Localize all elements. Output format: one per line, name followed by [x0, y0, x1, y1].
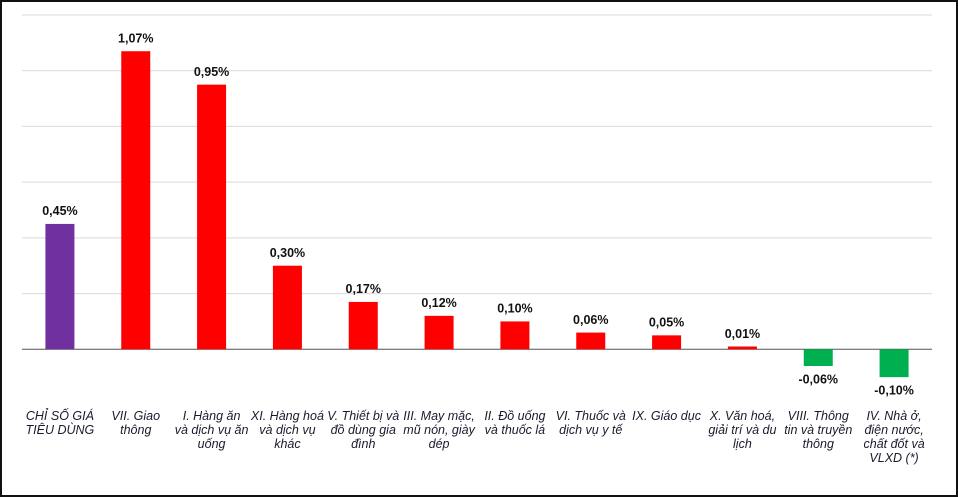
data-label: 0,95%	[194, 65, 229, 79]
x-tick-label: IX. Giáo dục	[632, 409, 701, 423]
data-label: 0,06%	[573, 313, 608, 327]
x-tick-label: VIII. Thông tin và truyền thông	[784, 409, 853, 451]
x-tick-label: VII. Giao thông	[111, 409, 161, 437]
bar	[727, 346, 757, 350]
bar	[576, 332, 606, 350]
bar	[121, 51, 151, 350]
data-label: -0,10%	[874, 383, 914, 397]
bar	[879, 349, 909, 378]
bar	[45, 223, 75, 350]
x-tick-label: IV. Nhà ở, điện nước, chất đốt và VLXD (…	[863, 409, 925, 465]
bar	[424, 315, 454, 350]
data-label: -0,06%	[798, 372, 838, 386]
x-tick-label: II. Đồ uống và thuốc lá	[484, 409, 546, 437]
data-label: 0,17%	[346, 282, 381, 296]
x-tick-label: I. Hàng ăn và dịch vụ ăn uống	[174, 409, 249, 451]
data-label: 1,07%	[118, 32, 153, 46]
x-tick-label: III. May mặc, mũ nón, giày dép	[403, 409, 475, 451]
data-label: 0,05%	[649, 316, 684, 330]
x-tick-label: VI. Thuốc và dịch vụ y tế	[555, 409, 626, 437]
x-tick-label: CHỈ SỐ GIÁ TIÊU DÙNG	[25, 409, 95, 437]
bar	[348, 301, 378, 350]
bar	[500, 321, 530, 350]
bar	[197, 84, 227, 350]
data-label: 0,12%	[421, 296, 456, 310]
bar	[272, 265, 302, 350]
x-tick-label: XI. Hàng hoá và dịch vụ khác	[250, 409, 324, 451]
bar	[652, 335, 682, 350]
data-label: 0,01%	[725, 327, 760, 341]
x-tick-label: X. Văn hoá, giải trí và du lịch	[708, 409, 777, 451]
data-label: 0,10%	[497, 302, 532, 316]
data-label: 0,45%	[42, 204, 77, 218]
x-tick-label: V. Thiết bị và đồ dùng gia đình	[327, 409, 400, 451]
bar	[803, 349, 833, 366]
data-label: 0,30%	[270, 246, 305, 260]
